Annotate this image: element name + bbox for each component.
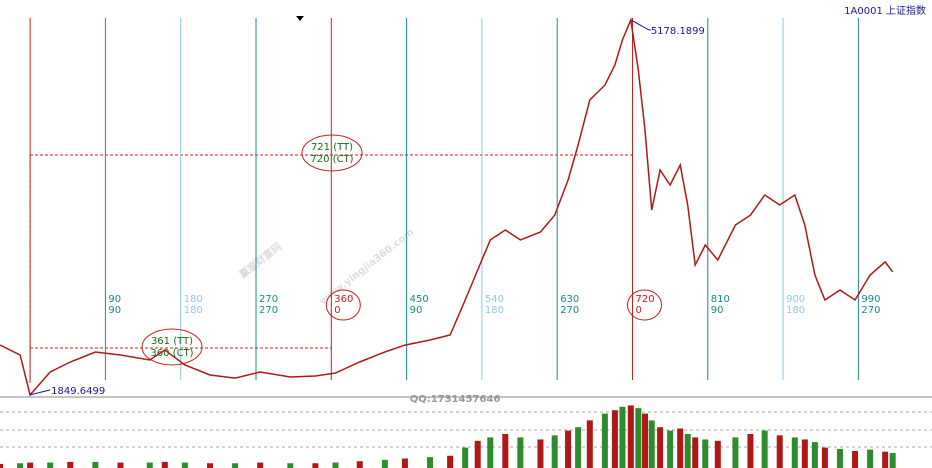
volume-bar	[821, 447, 828, 468]
marker-arrow	[296, 16, 304, 21]
volume-bar	[714, 440, 721, 468]
cycle-label: 450	[410, 294, 429, 305]
volume-bar	[27, 462, 34, 468]
volume-bar	[487, 437, 494, 468]
volume-bar	[67, 461, 74, 468]
volume-bar	[17, 463, 24, 468]
volume-bar	[401, 458, 408, 468]
high-pointer	[630, 19, 651, 31]
cycle-label: 360	[334, 294, 353, 305]
volume-bar	[332, 462, 339, 468]
volume-bar	[761, 430, 768, 468]
volume-bar	[117, 462, 124, 468]
volume-bar	[889, 453, 896, 468]
volume-bar	[635, 408, 642, 468]
cycle-label: 90	[410, 305, 423, 316]
volume-bar	[867, 449, 874, 468]
volume-bar	[356, 461, 363, 468]
annotation-circle	[301, 134, 363, 172]
volume-bar	[586, 420, 593, 468]
volume-bar	[575, 427, 582, 468]
cycle-label: 990	[861, 294, 880, 305]
volume-bar	[257, 462, 264, 468]
volume-bar	[312, 463, 319, 468]
cycle-label: 0	[334, 305, 340, 316]
cycle-circle	[325, 289, 361, 321]
volume-bar	[381, 459, 388, 468]
annotation-text: 721 (TT)	[311, 142, 353, 153]
cycle-label: 720	[635, 294, 654, 305]
volume-bar	[47, 462, 54, 468]
volume-bar	[882, 451, 889, 468]
volume-bar	[502, 434, 509, 468]
cycle-label: 90	[711, 305, 724, 316]
cycle-label: 270	[560, 305, 579, 316]
volume-grid	[0, 411, 932, 448]
volume-bar	[232, 463, 239, 468]
volume-bar	[447, 455, 454, 468]
cycle-label: 540	[485, 294, 504, 305]
volume-bar	[852, 451, 859, 468]
volume-bar	[776, 435, 783, 468]
volume-bar	[0, 463, 3, 468]
high-label: 5178.1899	[651, 26, 705, 37]
low-label: 1849.6499	[51, 386, 105, 397]
volume-bar	[836, 448, 843, 468]
cycle-label: 0	[635, 305, 641, 316]
volume-bar	[565, 430, 572, 468]
cycle-label: 90	[108, 294, 121, 305]
volume-bar	[462, 447, 469, 468]
cycle-label: 270	[259, 294, 278, 305]
volume-bar	[648, 420, 655, 468]
volume-bar	[642, 413, 649, 468]
volume-bar	[146, 462, 153, 468]
annotation-text: 360 (CT)	[150, 348, 193, 359]
volume-bar	[206, 463, 213, 468]
cycle-label: 630	[560, 294, 579, 305]
volume-bar	[732, 437, 739, 468]
volume-bar	[801, 439, 808, 468]
cycle-label: 180	[485, 305, 504, 316]
annotation-circle	[141, 328, 203, 366]
cycle-label: 180	[184, 305, 203, 316]
volume-bar	[601, 413, 608, 468]
volume-bar	[702, 439, 709, 468]
low-pointer	[29, 389, 51, 396]
cycle-circle	[626, 289, 662, 321]
header: 1A0001 上证指数	[844, 4, 926, 17]
volume-bar	[551, 435, 558, 468]
volume-bar	[811, 442, 818, 468]
annotation-text: 361 (TT)	[151, 336, 193, 347]
annotation-text: 720 (CT)	[310, 154, 353, 165]
volume-bar	[517, 437, 524, 468]
volume-bar	[537, 439, 544, 468]
volume-bar	[619, 406, 626, 468]
volume-bar	[611, 410, 618, 468]
cycle-label: 90	[108, 305, 121, 316]
volume-bar	[692, 437, 699, 468]
volume-bar	[627, 405, 634, 468]
volume-bar	[92, 461, 99, 468]
price-line	[0, 17, 894, 397]
volume-bar	[181, 462, 188, 468]
cycle-label: 180	[184, 294, 203, 305]
cycle-label: 270	[861, 305, 880, 316]
volume-bar	[747, 434, 754, 468]
volume-bar	[657, 427, 664, 468]
cycle-label: 180	[786, 305, 805, 316]
volume-bar	[684, 434, 691, 468]
cycle-label: 900	[786, 294, 805, 305]
cycle-label: 810	[711, 294, 730, 305]
volume-bar	[791, 437, 798, 468]
cycle-label: 270	[259, 305, 278, 316]
watermark: QQ:1731457646	[410, 394, 501, 405]
volume-bar	[474, 440, 481, 468]
volume-bar	[161, 461, 168, 468]
volume-bar	[677, 428, 684, 468]
volume-bar	[287, 463, 294, 468]
volume-bar	[427, 457, 434, 468]
volume-bar	[667, 430, 674, 468]
